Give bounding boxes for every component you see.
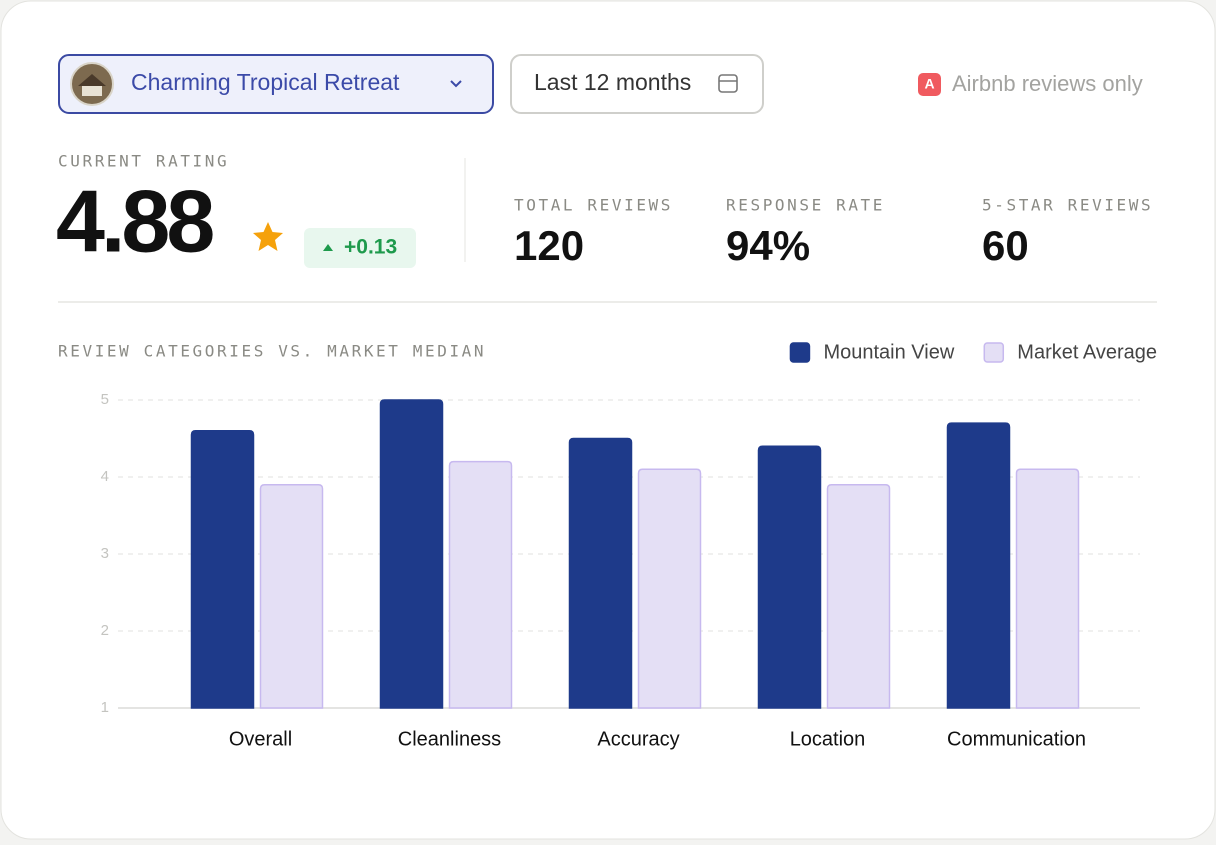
- bar: [1015, 468, 1080, 709]
- y-tick-label: 1: [101, 699, 109, 716]
- bar: [757, 445, 822, 709]
- chart-title: REVIEW CATEGORIES VS. MARKET MEDIAN: [58, 342, 486, 361]
- chevron: [450, 80, 462, 88]
- avatar-roof: [78, 74, 106, 86]
- x-tick-label: Accuracy: [597, 728, 679, 750]
- change-badge: [304, 228, 416, 268]
- x-tick-label: Overall: [229, 728, 292, 750]
- airbnb-badge: [918, 73, 941, 96]
- bar: [448, 460, 513, 709]
- bar: [568, 437, 633, 709]
- bar: [190, 430, 255, 709]
- period-label: Last 12 months: [534, 69, 691, 95]
- bar: [379, 399, 444, 709]
- chart: 1 2 3 4 5 Market Average Mountain View Overall C…: [101, 341, 1157, 750]
- rating-value: 4.88: [56, 171, 213, 270]
- calendar-icon: [718, 74, 738, 93]
- legend-swatch: [983, 342, 1005, 363]
- bar: [826, 483, 891, 709]
- y-tick-label: 5: [101, 391, 109, 408]
- y-tick-label: 3: [101, 545, 109, 562]
- stat-label: RESPONSE RATE: [726, 196, 885, 215]
- rating-change: +0.13: [344, 236, 397, 259]
- stat-value: 120: [514, 222, 584, 269]
- stat-label: 5-STAR REVIEWS: [982, 196, 1153, 215]
- x-tick-label: Cleanliness: [398, 728, 501, 750]
- period-button[interactable]: Last 12 months: [510, 54, 764, 114]
- y-tick-label: 2: [101, 622, 109, 639]
- y-tick-label: 4: [101, 468, 109, 485]
- filter-note: Airbnb reviews only: [952, 71, 1143, 96]
- stats: TOTAL REVIEWS 120 RESPONSE RATE 94% 5-STAR R…: [514, 196, 1153, 270]
- x-tick-label: Communication: [947, 728, 1086, 750]
- bar: [637, 468, 702, 709]
- bar: [946, 422, 1011, 709]
- stat-value: 94%: [726, 222, 810, 269]
- star: [253, 222, 283, 251]
- property-selector[interactable]: Charming Tropical Retreat: [58, 54, 494, 114]
- legend-label: Mountain View: [823, 341, 954, 363]
- period-box[interactable]: [510, 54, 764, 114]
- x-tick-label: Location: [790, 728, 866, 750]
- rating-label: CURRENT RATING: [58, 152, 229, 171]
- legend-label: Market Average: [1017, 341, 1157, 363]
- avatar-house: [82, 86, 102, 96]
- bar: [259, 483, 324, 709]
- up-arrow: [323, 244, 333, 251]
- stat-label: TOTAL REVIEWS: [514, 196, 673, 215]
- selector-box[interactable]: [58, 54, 494, 114]
- badge-letter: A: [924, 76, 934, 92]
- property-name: Charming Tropical Retreat: [131, 69, 400, 95]
- legend-swatch: [789, 342, 811, 363]
- stat-value: 60: [982, 222, 1029, 269]
